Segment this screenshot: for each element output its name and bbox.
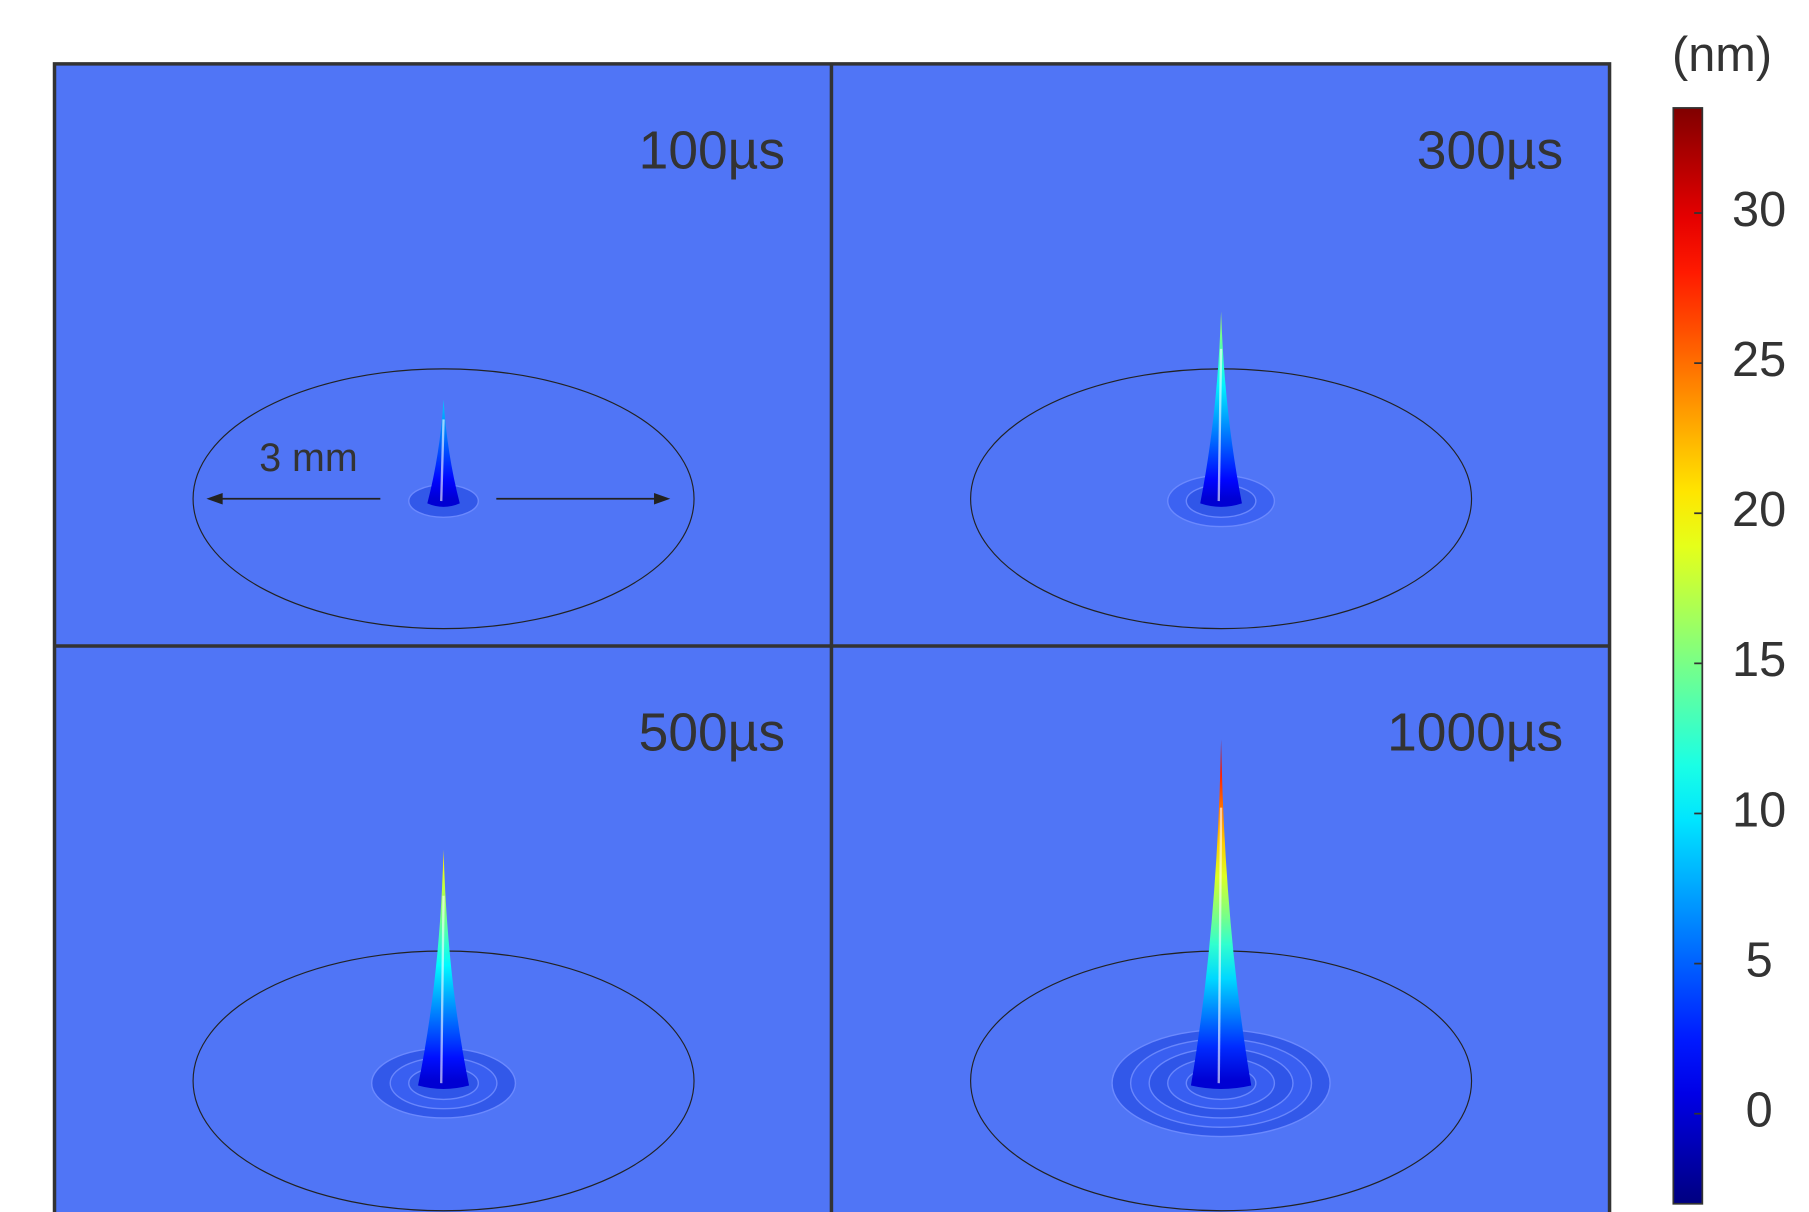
panels: 100µs 3 mm 300µs 500µs 1000µs	[55, 64, 1610, 1212]
figure: 100µs 3 mm 300µs 500µs 1000µs (nm) 0 5 10 15 20 25…	[0, 0, 1809, 1212]
scale-annotation: 3 mm	[259, 436, 358, 480]
page: {"chart_data": { "type": "surface-panels…	[0, 0, 1809, 1212]
time-label: 100µs	[639, 121, 785, 180]
time-label: 300µs	[1417, 121, 1563, 180]
colorbar-tick-label: 0	[1746, 1084, 1773, 1138]
colorbar-tick-label: 10	[1732, 783, 1786, 837]
colorbar-tick-label: 15	[1732, 633, 1786, 687]
colorbar-tick-label: 30	[1732, 183, 1786, 237]
time-label: 1000µs	[1387, 704, 1563, 763]
colorbar: (nm) 0 5 10 15 20 25 30	[1672, 28, 1786, 1204]
colorbar-tick-label: 5	[1746, 933, 1773, 987]
time-label: 500µs	[639, 704, 785, 763]
colorbar-tick-label: 25	[1732, 333, 1786, 387]
colorbar-label: (nm)	[1672, 28, 1772, 82]
colorbar-tick-label: 20	[1732, 483, 1786, 537]
colorbar-scale	[1673, 108, 1702, 1204]
